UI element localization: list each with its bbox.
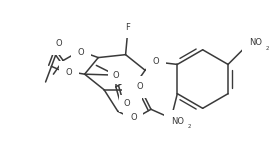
Text: O: O — [130, 113, 137, 122]
Text: NO: NO — [249, 38, 262, 47]
Text: O: O — [66, 68, 72, 77]
Text: O: O — [77, 48, 84, 57]
Text: O: O — [112, 71, 119, 80]
Text: O: O — [123, 99, 130, 108]
Text: 2: 2 — [266, 46, 269, 51]
Text: O: O — [129, 84, 136, 93]
Text: NO: NO — [171, 116, 184, 126]
Text: 2: 2 — [188, 124, 192, 129]
Text: O: O — [56, 39, 63, 48]
Text: O: O — [137, 82, 144, 91]
Text: O: O — [153, 57, 159, 66]
Text: O: O — [48, 35, 55, 45]
Text: F: F — [125, 23, 130, 32]
